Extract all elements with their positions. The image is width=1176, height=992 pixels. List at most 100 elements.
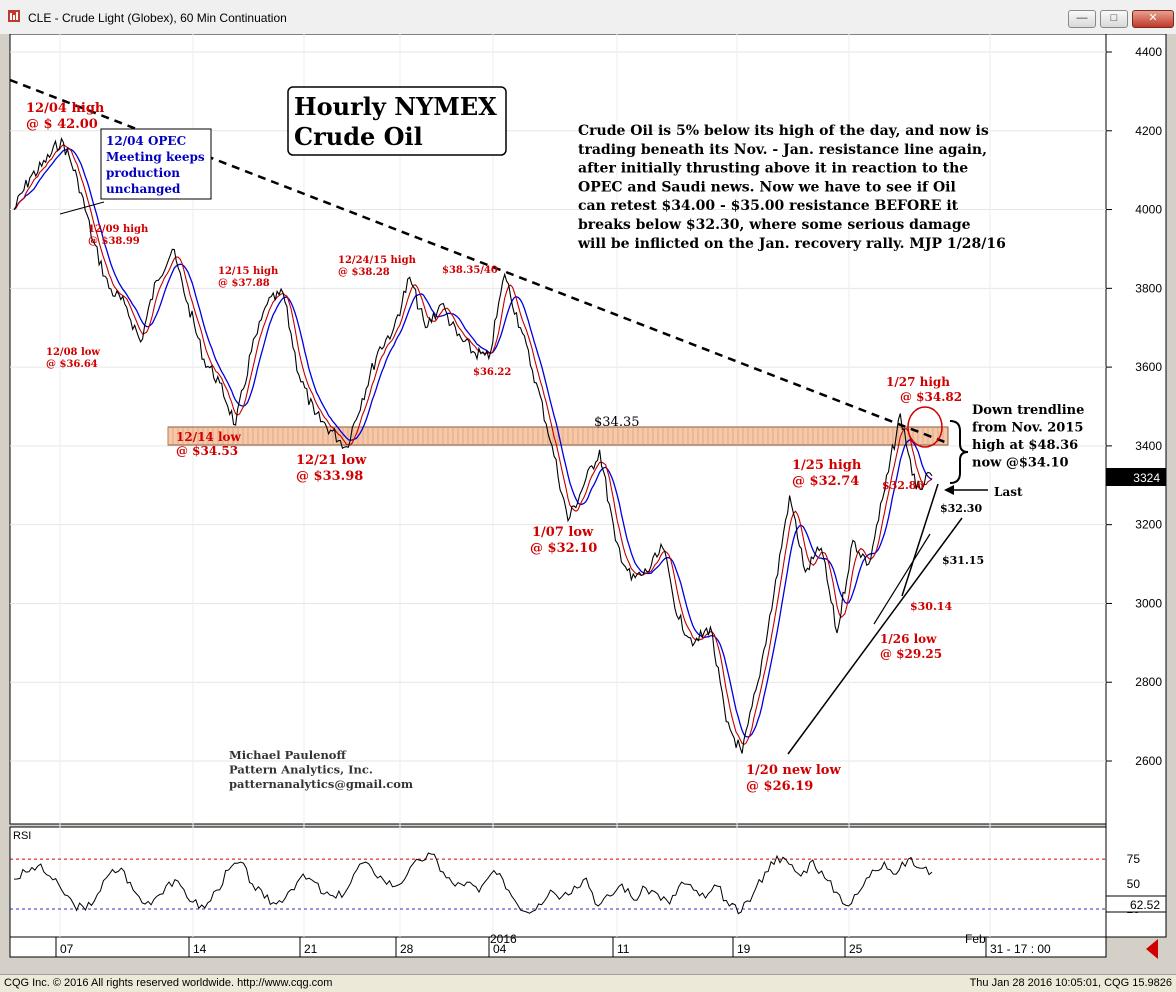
x-axis-ticks: 07 14 21 28 04 11 19 25 31 - 17 : 00 2016 Feb — [55, 932, 1051, 957]
last-arrow — [944, 485, 988, 495]
y-tick-label: 3000 — [1135, 596, 1162, 610]
commentary-line: OPEC and Saudi news. Now we have to see … — [578, 179, 956, 195]
y-tick-label: 2600 — [1135, 754, 1162, 768]
status-bar: CQG Inc. © 2016 All rights reserved worl… — [0, 974, 1176, 992]
x-upper-label: 2016 — [490, 932, 517, 946]
chart-annotation: production — [106, 166, 180, 180]
price-series — [13, 137, 933, 754]
up-trendline-1 — [787, 517, 963, 755]
chart-annotation: @ $37.88 — [218, 278, 270, 289]
chart-annotation: 12/08 low — [46, 347, 100, 358]
commentary-line: breaks below $32.30, where some serious … — [578, 217, 971, 233]
chart-annotation: 12/24/15 high — [338, 255, 417, 266]
status-copyright: CQG Inc. © 2016 All rights reserved worl… — [4, 977, 333, 989]
rsi-line — [13, 852, 933, 915]
x-tick-label: 11 — [617, 942, 630, 956]
opec-note-box — [100, 128, 212, 200]
chart-annotation: 12/04 high — [26, 101, 105, 116]
chart-annotation: 1/07 low — [532, 525, 594, 540]
commentary-line: Crude Oil is 5% below its high of the da… — [578, 123, 989, 139]
chart-annotation: 12/21 low — [296, 453, 367, 468]
scroll-left-arrow[interactable] — [1146, 939, 1158, 959]
grid — [10, 34, 1106, 937]
commentary-line: will be inflicted on the Jan. recovery r… — [577, 236, 1006, 252]
y-tick-label: 2800 — [1135, 675, 1162, 689]
rsi-tick-label: 75 — [1127, 852, 1141, 866]
chart-annotation: 1/25 high — [792, 458, 862, 473]
x-tick-label: 04 — [493, 942, 507, 956]
price-line — [13, 137, 933, 754]
rsi-label: RSI — [13, 830, 31, 842]
last-price: 3324 — [1133, 471, 1160, 485]
trendline-note: Down trendline from Nov. 2015 high at $48.… — [972, 403, 1084, 471]
y-tick-label: 3200 — [1135, 518, 1162, 532]
trendline-note-line: high at $48.36 — [972, 438, 1078, 453]
up-trendline-2 — [901, 483, 939, 597]
chart-annotation: @ $32.10 — [530, 541, 597, 556]
y-tick-label: 3600 — [1135, 360, 1162, 374]
rsi-value-tag — [1105, 895, 1167, 913]
chart-annotation: 12/04 OPEC — [106, 134, 186, 148]
last-price-tag — [1106, 468, 1166, 486]
author-line: Michael Paulenoff — [229, 748, 347, 762]
chart-annotation: 1/26 low — [880, 632, 937, 646]
x-tick-label: 21 — [304, 942, 318, 956]
chart-annotation: $38.35/40 — [442, 265, 498, 276]
trendline-brace — [949, 420, 969, 484]
chart-annotation: @ $36.64 — [46, 359, 98, 370]
commentary: Crude Oil is 5% below its high of the da… — [577, 123, 1006, 252]
chart-title-box — [287, 86, 507, 156]
y-tick-label: 4400 — [1135, 45, 1162, 59]
status-timestamp: Thu Jan 28 2016 10:05:01, CQG 15.9826 — [969, 977, 1172, 989]
chart-annotation: @ $26.19 — [746, 779, 813, 794]
chart-annotation: @ $34.53 — [176, 444, 238, 458]
chart-annotation: @ $29.25 — [880, 647, 942, 661]
window-title-bar: CLE - Crude Light (Globex), 60 Min Conti… — [0, 0, 1176, 35]
rsi-tick-label: 50 — [1127, 877, 1141, 891]
cqg-app-icon — [8, 10, 20, 22]
chart-annotation: @ $33.98 — [296, 469, 363, 484]
rsi-last-value: 62.52 — [1130, 898, 1160, 912]
chart-canvas: 2600 2800 3000 3200 3400 3600 3800 4000 4200 4400… — [0, 34, 1176, 974]
chart-annotation: Last — [994, 485, 1023, 499]
chart-annotation: Meeting keeps — [106, 150, 205, 164]
x-tick-label: 31 - 17 : 00 — [990, 942, 1051, 956]
chart-title-line-1: Hourly NYMEX — [294, 92, 497, 121]
up-trendline-3 — [873, 533, 931, 625]
opec-callout-line — [59, 201, 105, 215]
chart-annotation: @ $38.28 — [338, 267, 390, 278]
x-tick-label: 28 — [400, 942, 414, 956]
x-tick-label: 25 — [849, 942, 863, 956]
chart-annotation: $32.30 — [940, 502, 982, 515]
chart-annotation: @ $ 42.00 — [26, 117, 98, 132]
high-circle — [907, 406, 943, 448]
trendline-note-line: from Nov. 2015 — [972, 421, 1083, 436]
chart-annotation: 12/14 low — [176, 430, 242, 444]
moving-average-fast — [13, 143, 933, 746]
trendline-note-line: Down trendline — [972, 403, 1084, 418]
x-tick-label: 19 — [737, 942, 751, 956]
y-tick-label: 4200 — [1135, 124, 1162, 138]
chart-annotation: 12/15 high — [218, 266, 279, 277]
y-tick-label: 3800 — [1135, 281, 1162, 295]
maximize-button[interactable]: □ — [1100, 10, 1128, 28]
rsi-series: 255075 — [10, 852, 1140, 916]
chart-annotation: 1/20 new low — [746, 763, 841, 778]
close-button[interactable]: ✕ — [1132, 10, 1174, 28]
minimize-button[interactable]: — — [1068, 10, 1096, 28]
chart-annotation: $31.15 — [942, 554, 984, 567]
chart-annotation: $36.22 — [473, 367, 511, 378]
author-line: patternanalytics@gmail.com — [229, 777, 413, 791]
chart-title-line-2: Crude Oil — [294, 122, 423, 151]
y-axis-ticks: 2600 2800 3000 3200 3400 3600 3800 4000 4200 4400 — [1106, 45, 1162, 768]
commentary-line: trading beneath its Nov. - Jan. resistan… — [578, 142, 987, 158]
chart-annotation: @ $32.74 — [792, 474, 859, 489]
chart-annotation: $32.86 — [882, 479, 924, 492]
chart-annotation: 12/09 high — [88, 224, 149, 235]
moving-average-slow — [13, 148, 933, 738]
y-tick-label: 3400 — [1135, 439, 1162, 453]
x-tick-label: 14 — [193, 942, 207, 956]
chart-annotation: @ $34.82 — [900, 390, 962, 404]
commentary-line: can retest $34.00 - $35.00 resistance BE… — [578, 198, 959, 214]
